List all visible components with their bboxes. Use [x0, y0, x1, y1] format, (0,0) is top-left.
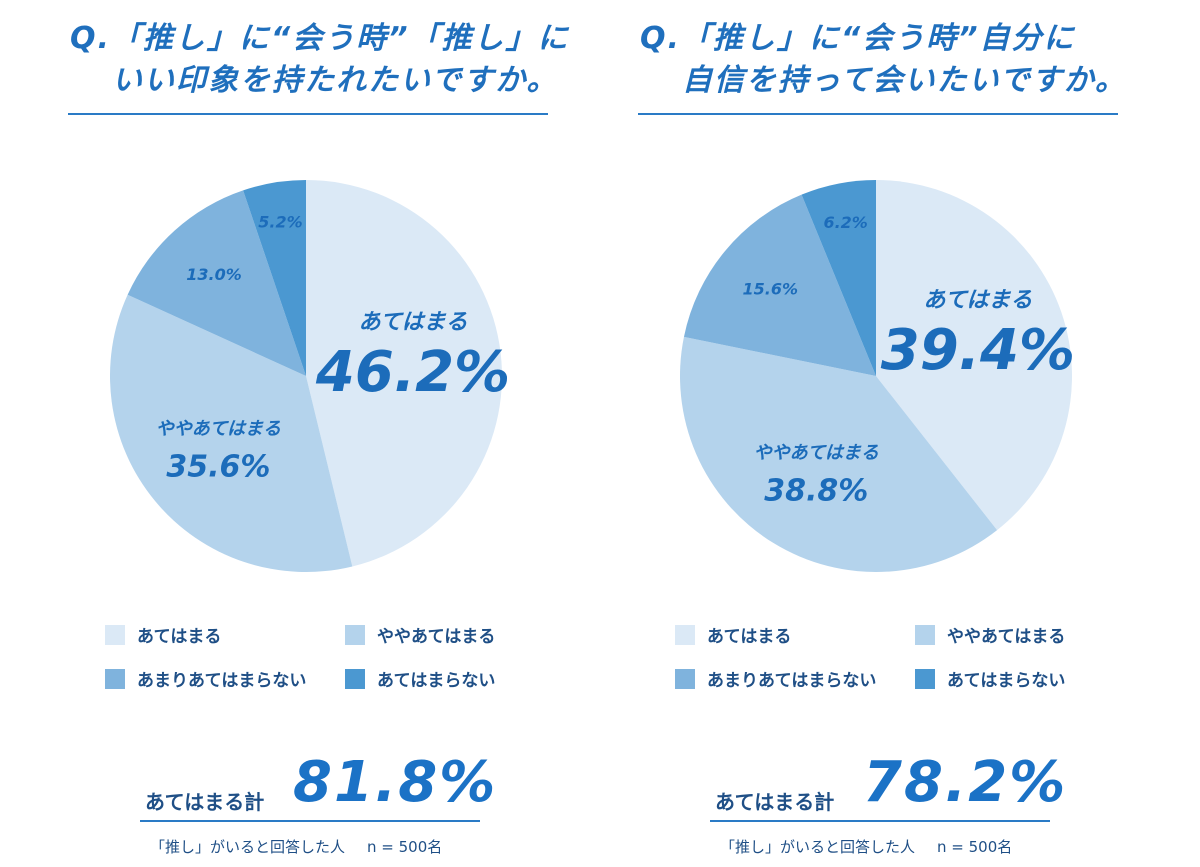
pie-chart: あてはまる 46.2% ややあてはまる 35.6% 13.0% 5.2% — [110, 180, 510, 572]
pie-slice-atehamaru — [876, 180, 1072, 531]
legend: あてはまる ややあてはまる あまりあてはまらない あてはまらない — [105, 622, 545, 702]
pie-slice-atehamaru — [306, 180, 502, 567]
note-sample-size: n = 500名 — [367, 838, 443, 856]
slice-value-yaya-atehamaru: 38.8% — [764, 474, 868, 509]
slice-value-atehamaranai: 6.2% — [823, 213, 867, 232]
chart-title-line-2: 自信を持って会いたいですか。 — [682, 63, 1127, 98]
total-underline — [710, 820, 1050, 822]
slice-label-yaya-atehamaru: ややあてはまる — [754, 443, 879, 464]
legend-swatch — [105, 624, 125, 645]
total-value: 78.2% — [863, 750, 1068, 815]
chart-title: Q.「推し」に“会う時”自分に 自信を持って会いたいですか。 — [620, 18, 1127, 102]
legend-swatch — [345, 668, 365, 689]
pie-chart: あてはまる 39.4% ややあてはまる 38.8% 15.6% 6.2% — [680, 180, 1075, 572]
chart-title-line-2: いい印象を持たれたいですか。 — [112, 63, 559, 98]
pie-slice-amari-atehamaranai — [127, 190, 306, 376]
legend: あてはまる ややあてはまる あまりあてはまらない あてはまらない — [675, 622, 1115, 702]
note-respondents: 「推し」がいると回答した人 — [720, 838, 916, 856]
legend-swatch — [675, 624, 695, 645]
legend-label: あてはまる — [707, 627, 792, 647]
pie-slice-atehamaranai — [801, 180, 876, 376]
pie-slice-amari-atehamaranai — [683, 194, 876, 376]
legend-item-atehamaru: あてはまる — [675, 622, 791, 647]
legend-item-amari-atehamaranai: あまりあてはまらない — [105, 666, 306, 691]
legend-label: あまりあてはまらない — [707, 671, 877, 691]
total-value: 81.8% — [293, 750, 498, 815]
legend-swatch — [345, 624, 365, 645]
slice-value-amari-atehamaranai: 13.0% — [186, 265, 242, 284]
chart-title-line-1: Q.「推し」に“会う時”「推し」に — [70, 21, 570, 56]
slice-value-yaya-atehamaru: 35.6% — [166, 449, 270, 484]
legend-item-atehamaru: あてはまる — [105, 622, 221, 647]
legend-swatch — [915, 624, 935, 645]
legend-label: ややあてはまる — [377, 627, 496, 647]
chart-panel-2: Q.「推し」に“会う時”自分に 自信を持って会いたいですか。 あてはまる 39.4… — [620, 0, 1180, 867]
sample-note: 「推し」がいると回答した人 n = 500名 — [720, 836, 1012, 857]
title-underline — [638, 113, 1118, 115]
note-respondents: 「推し」がいると回答した人 — [150, 838, 346, 856]
total-summary: あてはまる計 81.8% — [145, 748, 525, 818]
total-label: あてはまる計 — [715, 790, 835, 814]
total-summary: あてはまる計 78.2% — [715, 748, 1095, 818]
pie-slice-atehamaranai — [243, 180, 306, 376]
legend-swatch — [105, 668, 125, 689]
legend-item-yaya-atehamaru: ややあてはまる — [915, 622, 1065, 647]
chart-title: Q.「推し」に“会う時”「推し」に いい印象を持たれたいですか。 — [50, 18, 570, 102]
note-sample-size: n = 500名 — [937, 838, 1013, 856]
slice-label-atehamaru: あてはまる — [923, 288, 1032, 313]
pie-slice-yaya-atehamaru — [680, 336, 998, 572]
legend-item-yaya-atehamaru: ややあてはまる — [345, 622, 495, 647]
legend-item-atehamaranai: あてはまらない — [345, 666, 495, 691]
title-underline — [68, 113, 548, 115]
legend-label: あてはまる — [137, 627, 222, 647]
chart-panel-1: Q.「推し」に“会う時”「推し」に いい印象を持たれたいですか。 あてはまる 46… — [50, 0, 610, 867]
slice-label-yaya-atehamaru: ややあてはまる — [156, 418, 281, 439]
legend-item-atehamaranai: あてはまらない — [915, 666, 1065, 691]
pie-slice-yaya-atehamaru — [110, 294, 353, 572]
total-label: あてはまる計 — [145, 790, 265, 814]
legend-label: あてはまらない — [947, 671, 1066, 691]
slice-value-atehamaru: 46.2% — [315, 340, 510, 405]
chart-title-line-1: Q.「推し」に“会う時”自分に — [640, 21, 1076, 56]
legend-item-amari-atehamaranai: あまりあてはまらない — [675, 666, 876, 691]
slice-value-amari-atehamaranai: 15.6% — [743, 280, 799, 299]
legend-swatch — [675, 668, 695, 689]
legend-label: ややあてはまる — [947, 627, 1066, 647]
legend-swatch — [915, 668, 935, 689]
legend-label: あてはまらない — [377, 671, 496, 691]
slice-label-atehamaru: あてはまる — [358, 310, 467, 335]
total-underline — [140, 820, 480, 822]
sample-note: 「推し」がいると回答した人 n = 500名 — [150, 836, 442, 857]
legend-label: あまりあてはまらない — [137, 671, 307, 691]
slice-value-atehamaranai: 5.2% — [258, 212, 302, 231]
slice-value-atehamaru: 39.4% — [881, 318, 1075, 383]
